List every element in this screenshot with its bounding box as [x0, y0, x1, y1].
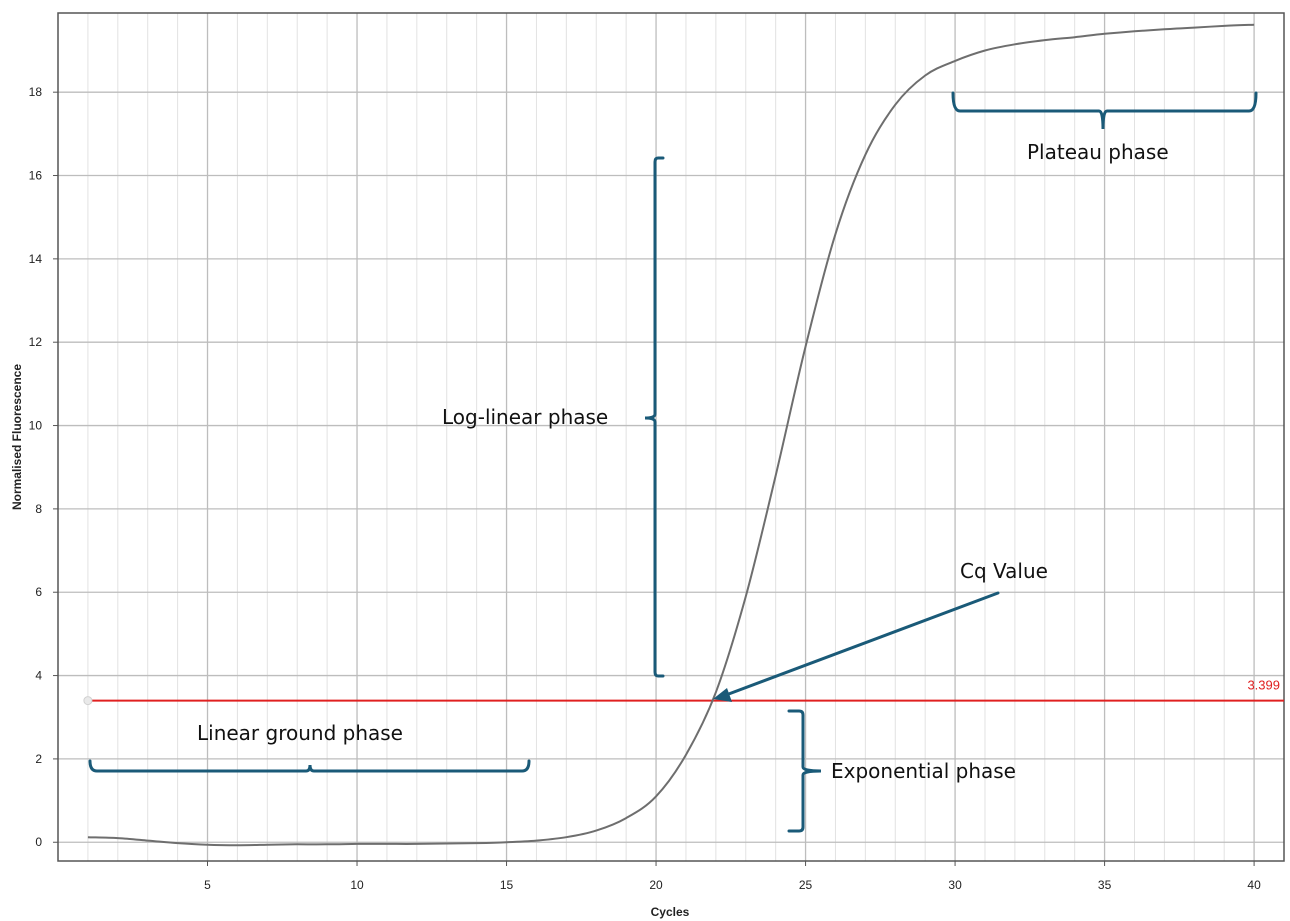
label-plateau-phase: Plateau phase — [1027, 140, 1169, 164]
x-tick-label-10: 10 — [350, 878, 364, 892]
y-tick-label-16: 16 — [29, 169, 43, 183]
x-tick-label-5: 5 — [204, 878, 211, 892]
y-tick-label-6: 6 — [35, 585, 42, 599]
minor-grid — [57, 13, 1285, 861]
x-tick-label-15: 15 — [500, 878, 514, 892]
label-log-linear-phase: Log-linear phase — [442, 405, 608, 429]
threshold-value-label: 3.399 — [1247, 678, 1280, 693]
label-cq-value: Cq Value — [960, 559, 1048, 583]
brace-linear-ground-phase — [88, 759, 531, 773]
plot-frame — [57, 12, 1285, 862]
cq-arrow-head — [713, 688, 732, 702]
y-tick-label-12: 12 — [29, 335, 43, 349]
y-axis-title: Normalised Fluorescence — [10, 364, 24, 510]
y-tick-label-18: 18 — [29, 85, 43, 99]
y-tick-label-4: 4 — [35, 669, 42, 683]
brace-plateau-phase — [951, 91, 1258, 130]
x-tick-label-30: 30 — [948, 878, 962, 892]
y-tick-label-2: 2 — [35, 752, 42, 766]
y-tick-label-0: 0 — [35, 835, 42, 849]
brace-log-linear-phase — [644, 156, 665, 678]
x-tick-label-40: 40 — [1247, 878, 1261, 892]
x-axis-title: Cycles — [651, 905, 690, 919]
series-line-amplification-curve — [87, 23, 1255, 847]
x-tick-label-35: 35 — [1098, 878, 1112, 892]
y-tick-label-8: 8 — [35, 502, 42, 516]
y-tick-label-10: 10 — [29, 419, 43, 433]
major-grid — [58, 13, 1284, 861]
y-tick-label-14: 14 — [29, 252, 43, 266]
label-exponential-phase: Exponential phase — [831, 759, 1016, 783]
x-tick-label-25: 25 — [799, 878, 813, 892]
phase-annotations — [88, 91, 1258, 833]
x-tick-label-20: 20 — [649, 878, 663, 892]
label-linear-ground-phase: Linear ground phase — [197, 721, 403, 745]
x-axis-ticks: 5 10 15 20 25 30 35 40 — [204, 861, 1261, 892]
threshold-drag-handle[interactable] — [83, 696, 93, 706]
brace-exponential-phase — [787, 709, 822, 833]
y-axis-ticks: 0 2 4 6 8 10 12 14 16 18 — [29, 85, 58, 849]
cq-arrow-line — [724, 591, 1000, 697]
